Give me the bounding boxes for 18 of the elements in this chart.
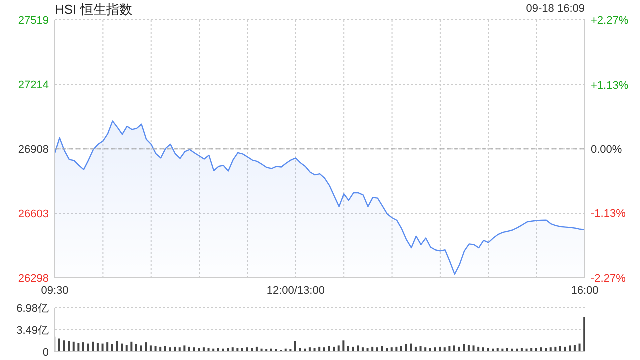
x-tick-label: 09:30 (41, 284, 69, 297)
y-tick-label: 27214 (18, 79, 49, 92)
y-tick-label: 6.98亿 (16, 303, 49, 315)
x-tick-label: 12:00/13:00 (266, 284, 325, 297)
y2-tick-label: +1.13% (591, 80, 629, 92)
y-tick-label: 3.49亿 (16, 325, 49, 337)
y-tick-label: 0 (42, 347, 49, 359)
y2-tick-label: -1.13% (591, 208, 626, 220)
chart-title: HSI 恒生指数 (55, 1, 132, 19)
y2-tick-label: -2.27% (591, 273, 626, 285)
y-tick-label: 27519 (18, 15, 49, 27)
y2-tick-label: 0.00% (591, 144, 622, 156)
y-tick-label: 26298 (18, 273, 49, 285)
y2-tick-label: +2.27% (591, 15, 629, 27)
x-tick-label: 16:00 (571, 284, 599, 297)
text: 09-18 16:09 (526, 3, 585, 15)
y-tick-label: 26908 (18, 144, 49, 156)
y-tick-label: 26603 (18, 208, 49, 221)
